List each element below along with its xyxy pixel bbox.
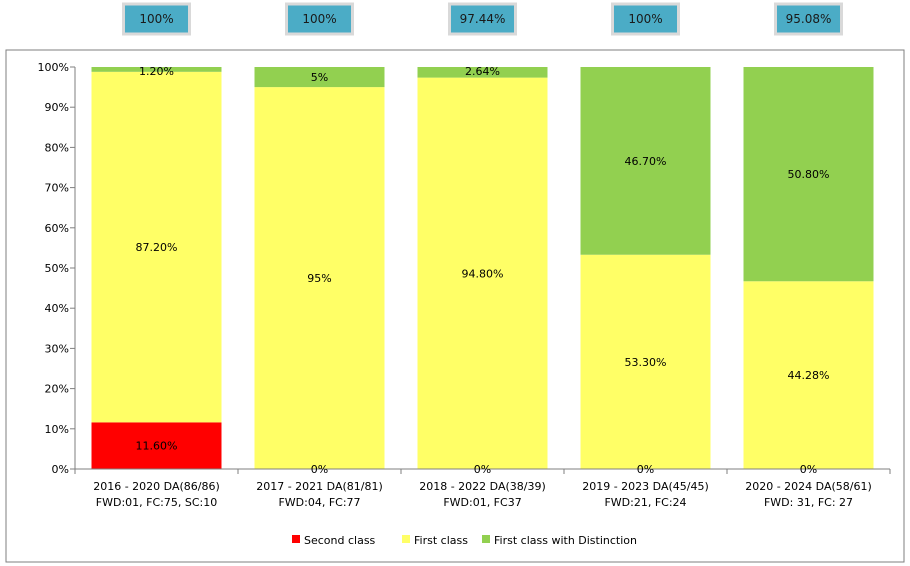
data-label: 87.20% xyxy=(136,241,178,254)
x-category-label: 2016 - 2020 DA(86/86) xyxy=(93,480,220,493)
bar-segment-first-class xyxy=(743,281,874,469)
x-category-label: FWD:01, FC:75, SC:10 xyxy=(96,496,217,509)
data-label: 46.70% xyxy=(625,155,667,168)
pass-percentage-box xyxy=(285,2,354,36)
x-category-label: 2019 - 2023 DA(45/45) xyxy=(582,480,709,493)
x-category-label: FWD: 31, FC: 27 xyxy=(764,496,853,509)
y-tick-label: 40% xyxy=(45,302,69,315)
y-tick-label: 60% xyxy=(45,222,69,235)
y-tick-label: 80% xyxy=(45,141,69,154)
bar-segment-first-class-with-distinction xyxy=(91,67,222,72)
data-label: 5% xyxy=(311,71,328,84)
data-label: 1.20% xyxy=(139,65,174,78)
pass-percentage-label: 100% xyxy=(628,12,662,26)
bar-segment-first-class xyxy=(91,71,222,423)
data-label: 11.60% xyxy=(136,440,178,453)
pass-percentage-label: 100% xyxy=(139,12,173,26)
legend-label: Second class xyxy=(304,534,376,547)
pass-percentage-box xyxy=(448,2,517,36)
bar-segment-first-class-with-distinction xyxy=(254,67,385,88)
bar-segment-first-class-with-distinction xyxy=(417,67,548,78)
y-tick-label: 10% xyxy=(45,423,69,436)
x-category-label: 2017 - 2021 DA(81/81) xyxy=(256,480,383,493)
axes-layer: 0% 10% 20% 30% 40% 50% 60% 70% 80% 90% 100% 2016 - … xyxy=(38,61,891,509)
data-label: 0% xyxy=(474,463,491,476)
y-tick-label: 20% xyxy=(45,383,69,396)
pass-percentage-boxes: 100% 100% 97.44% 100% 95.08% xyxy=(122,2,843,36)
data-label: 2.64% xyxy=(465,65,500,78)
x-category-label: 2018 - 2022 DA(38/39) xyxy=(419,480,546,493)
data-label: 0% xyxy=(637,463,654,476)
data-label: 53.30% xyxy=(625,356,667,369)
y-tick-label: 90% xyxy=(45,101,69,114)
data-label: 0% xyxy=(311,463,328,476)
bar-segment-first-class xyxy=(254,87,385,469)
y-tick-label: 50% xyxy=(45,262,69,275)
pass-percentage-label: 95.08% xyxy=(786,12,832,26)
data-labels-layer: 11.60% 87.20% 1.20% 0% 95% 5% 0% 94.80% 2.64% 0% 5… xyxy=(136,65,830,476)
pass-percentage-box xyxy=(611,2,680,36)
y-tick-label: 70% xyxy=(45,182,69,195)
bars-layer xyxy=(91,67,874,470)
pass-percentage-box xyxy=(774,2,843,36)
legend-swatch xyxy=(292,535,300,543)
x-category-label: 2020 - 2024 DA(58/61) xyxy=(745,480,872,493)
legend-swatch xyxy=(402,535,410,543)
legend-label: First class with Distinction xyxy=(494,534,637,547)
legend: Second class First class First class with … xyxy=(292,534,637,547)
data-label: 44.28% xyxy=(788,369,830,382)
legend-label: First class xyxy=(414,534,468,547)
x-category-label: FWD:04, FC:77 xyxy=(278,496,360,509)
pass-percentage-label: 100% xyxy=(302,12,336,26)
data-label: 50.80% xyxy=(788,168,830,181)
x-category-label: FWD:21, FC:24 xyxy=(604,496,686,509)
pass-percentage-label: 97.44% xyxy=(460,12,506,26)
data-label: 95% xyxy=(307,272,331,285)
data-label: 94.80% xyxy=(462,267,504,280)
bar-segment-first-class-with-distinction xyxy=(743,67,874,282)
pass-percentage-box xyxy=(122,2,191,36)
y-tick-label: 0% xyxy=(52,463,69,476)
data-label: 0% xyxy=(800,463,817,476)
y-tick-label: 30% xyxy=(45,342,69,355)
legend-swatch xyxy=(482,535,490,543)
y-tick-label: 100% xyxy=(38,61,69,74)
bar-segment-first-class xyxy=(417,77,548,470)
x-category-label: FWD:01, FC37 xyxy=(443,496,521,509)
bar-segment-first-class xyxy=(580,254,711,469)
bar-segment-first-class-with-distinction xyxy=(580,67,711,255)
bar-segment-second-class xyxy=(91,422,222,469)
